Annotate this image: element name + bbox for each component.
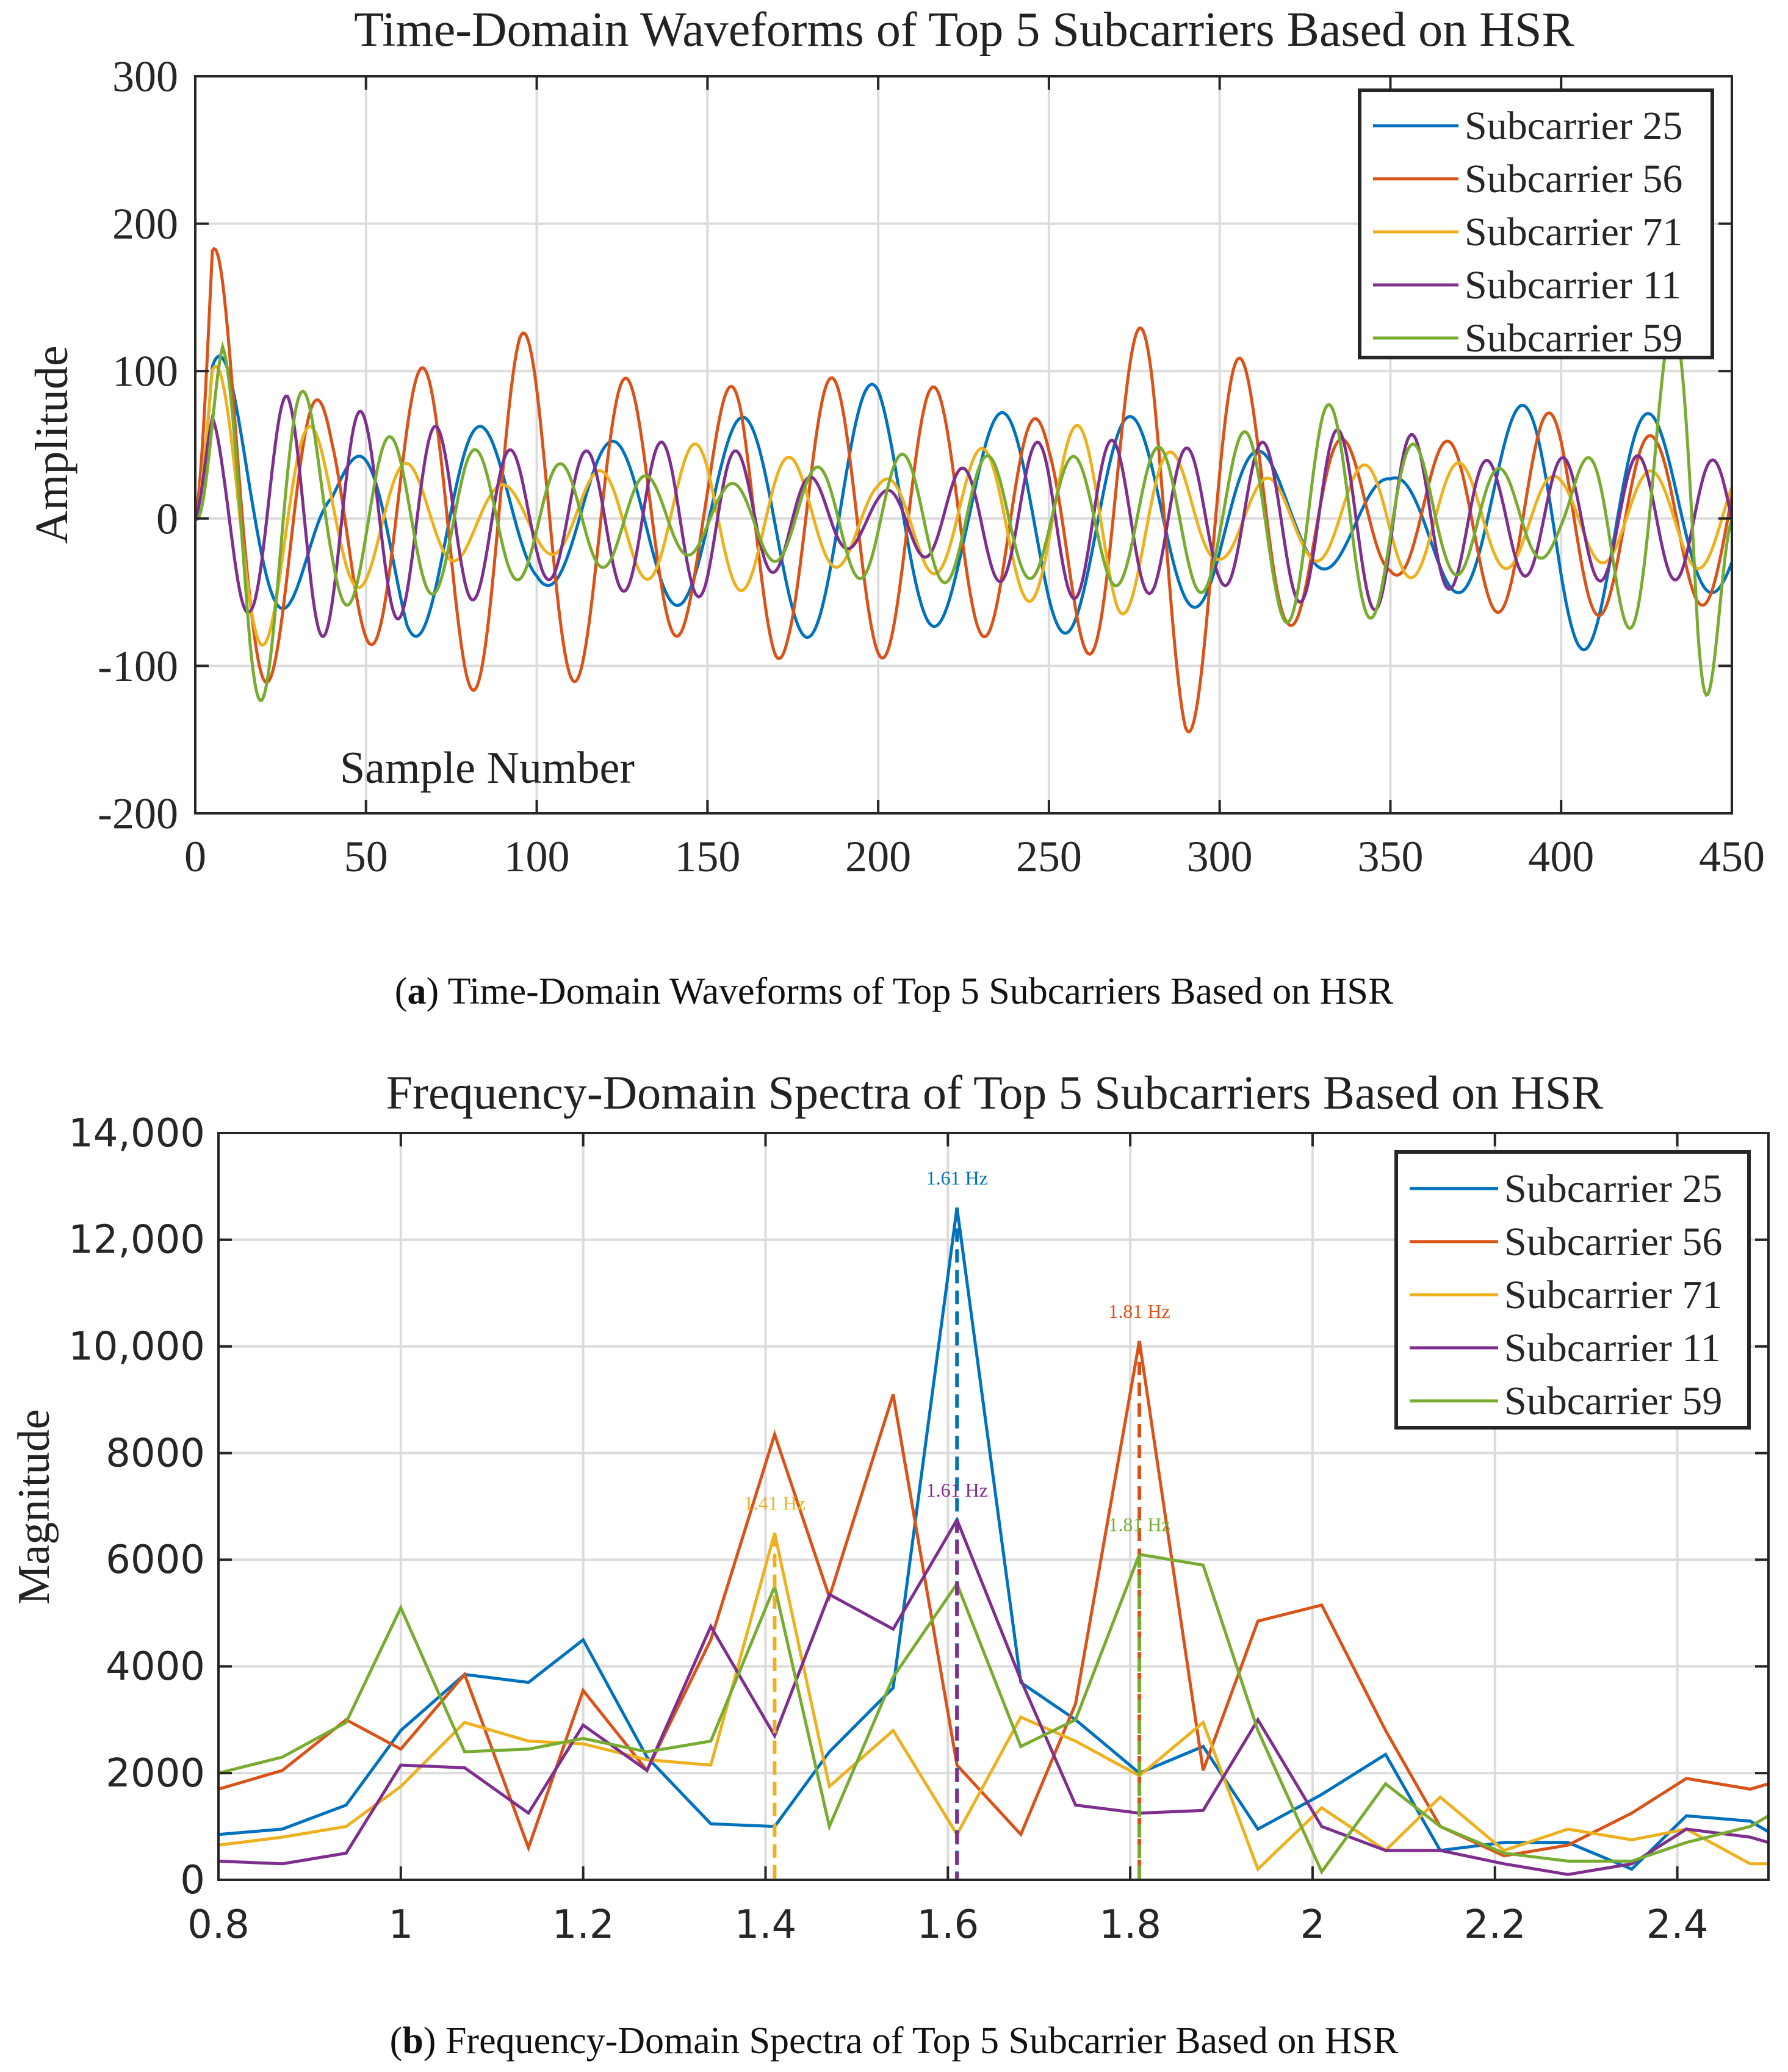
series-line-subcarrier-56 bbox=[218, 1340, 1768, 1858]
caption-a: (a) Time-Domain Waveforms of Top 5 Subca… bbox=[395, 971, 1394, 1012]
x-tick-label: 100 bbox=[504, 832, 570, 881]
chart-a-axes-frame bbox=[194, 75, 1733, 815]
chart-b-ylabel: Magnitude bbox=[9, 1409, 59, 1605]
series-line-subcarrier-11 bbox=[218, 1516, 1768, 1876]
x-tick-label: 50 bbox=[344, 832, 388, 881]
y-tick-label: 12,000 bbox=[68, 1218, 205, 1263]
peak-label-subcarrier-25: 1.61 Hz bbox=[926, 1167, 988, 1189]
legend-label-subcarrier-59: Subcarrier 59 bbox=[1465, 316, 1682, 361]
y-tick-label: 14,000 bbox=[68, 1111, 205, 1156]
chart-b-series bbox=[218, 1207, 1768, 1876]
x-tick-label: 200 bbox=[845, 832, 911, 881]
chart-a-ticks: 0 50 100 150 200 250 300 350 400 450 -200 -100 0 100 2… bbox=[98, 52, 1765, 881]
chart-b-axes-frame bbox=[217, 1132, 1770, 1881]
x-tick-label: 300 bbox=[1187, 832, 1253, 881]
caption-b-text: Frequency-Domain Spectra of Top 5 Subcar… bbox=[436, 2020, 1399, 2062]
x-tick-label: 150 bbox=[674, 832, 740, 881]
y-tick-label: 10,000 bbox=[68, 1324, 205, 1369]
chart-b-title: Frequency-Domain Spectra of Top 5 Subcar… bbox=[386, 1066, 1604, 1119]
legend-label-subcarrier-11: Subcarrier 11 bbox=[1465, 263, 1681, 308]
legend-label-subcarrier-56: Subcarrier 56 bbox=[1465, 157, 1682, 201]
legend-box bbox=[1394, 1150, 1751, 1430]
x-tick-label: 350 bbox=[1357, 832, 1423, 881]
chart-time-domain: Time-Domain Waveforms of Top 5 Subcarrie… bbox=[26, 3, 1765, 881]
x-tick-label: 0.8 bbox=[187, 1902, 250, 1948]
x-tick-label: 1.8 bbox=[1099, 1902, 1161, 1948]
x-tick-label: 450 bbox=[1699, 832, 1765, 881]
chart-b-legend: Subcarrier 25 Subcarrier 56 Subcarrier 71 S… bbox=[1394, 1150, 1751, 1430]
series-line-subcarrier-71 bbox=[218, 1533, 1768, 1872]
legend-label-subcarrier-71: Subcarrier 71 bbox=[1504, 1273, 1722, 1317]
legend-label-subcarrier-59: Subcarrier 59 bbox=[1504, 1379, 1722, 1423]
x-tick-label: 2.4 bbox=[1646, 1902, 1709, 1948]
series-line-subcarrier-59 bbox=[195, 320, 1732, 702]
legend-label-subcarrier-71: Subcarrier 71 bbox=[1465, 210, 1682, 254]
x-tick-label: 1.2 bbox=[552, 1902, 615, 1948]
y-tick-label: 100 bbox=[112, 347, 178, 396]
series-line-subcarrier-71 bbox=[195, 364, 1732, 647]
chart-a-series bbox=[195, 246, 1732, 734]
peak-label-subcarrier-56: 1.81 Hz bbox=[1108, 1300, 1170, 1322]
legend-label-subcarrier-25: Subcarrier 25 bbox=[1465, 104, 1682, 148]
y-tick-label: 0 bbox=[156, 494, 178, 543]
caption-a-letter: a bbox=[407, 971, 426, 1012]
x-tick-label: 400 bbox=[1528, 832, 1594, 881]
legend-label-subcarrier-25: Subcarrier 25 bbox=[1504, 1167, 1722, 1211]
x-tick-label: 2.2 bbox=[1464, 1902, 1526, 1948]
y-tick-label: 2000 bbox=[106, 1751, 205, 1796]
y-tick-label: 4000 bbox=[106, 1644, 205, 1689]
x-tick-label: 250 bbox=[1016, 832, 1082, 881]
x-tick-label: 1 bbox=[388, 1902, 413, 1948]
y-tick-label: -200 bbox=[98, 789, 178, 838]
legend-label-subcarrier-11: Subcarrier 11 bbox=[1504, 1326, 1721, 1370]
caption-b-letter: b bbox=[402, 2020, 423, 2062]
x-tick-label: 1.4 bbox=[735, 1902, 797, 1948]
chart-a-title: Time-Domain Waveforms of Top 5 Subcarrie… bbox=[354, 3, 1574, 57]
y-tick-label: 0 bbox=[180, 1858, 205, 1903]
legend-box bbox=[1358, 88, 1714, 359]
chart-b-annotations: 1.61 Hz 1.81 Hz 1.41 Hz 1.61 Hz 1.81 Hz bbox=[744, 1167, 1170, 1880]
series-line-subcarrier-11 bbox=[195, 394, 1732, 639]
y-tick-label: 8000 bbox=[106, 1431, 205, 1476]
x-tick-label: 1.6 bbox=[917, 1902, 979, 1948]
y-tick-label: 300 bbox=[112, 52, 178, 101]
peak-label-subcarrier-11: 1.61 Hz bbox=[926, 1479, 988, 1501]
chart-frequency-domain: Frequency-Domain Spectra of Top 5 Subcar… bbox=[9, 1066, 1770, 1948]
chart-a-ylabel: Amplitude bbox=[26, 345, 78, 544]
legend-label-subcarrier-56: Subcarrier 56 bbox=[1504, 1220, 1722, 1264]
x-tick-label: 0 bbox=[184, 832, 206, 881]
chart-b-ticks: 0.8 1 1.2 1.4 1.6 1.8 2 2.2 2.4 0 2000 4000 6000 8000… bbox=[68, 1111, 1768, 1948]
y-tick-label: 200 bbox=[112, 200, 178, 248]
chart-a-xlabel: Sample Number bbox=[340, 743, 635, 793]
chart-a-legend: Subcarrier 25 Subcarrier 56 Subcarrier 71 S… bbox=[1358, 88, 1714, 361]
y-tick-label: 6000 bbox=[106, 1538, 205, 1583]
x-tick-label: 2 bbox=[1300, 1902, 1325, 1948]
caption-b: (b) Frequency-Domain Spectra of Top 5 Su… bbox=[390, 2020, 1399, 2062]
y-tick-label: -100 bbox=[98, 642, 178, 691]
peak-label-subcarrier-59: 1.81 Hz bbox=[1108, 1514, 1170, 1536]
peak-label-subcarrier-71: 1.41 Hz bbox=[744, 1492, 806, 1514]
series-line-subcarrier-59 bbox=[218, 1552, 1768, 1875]
caption-a-text: Time-Domain Waveforms of Top 5 Subcarrie… bbox=[439, 971, 1394, 1012]
